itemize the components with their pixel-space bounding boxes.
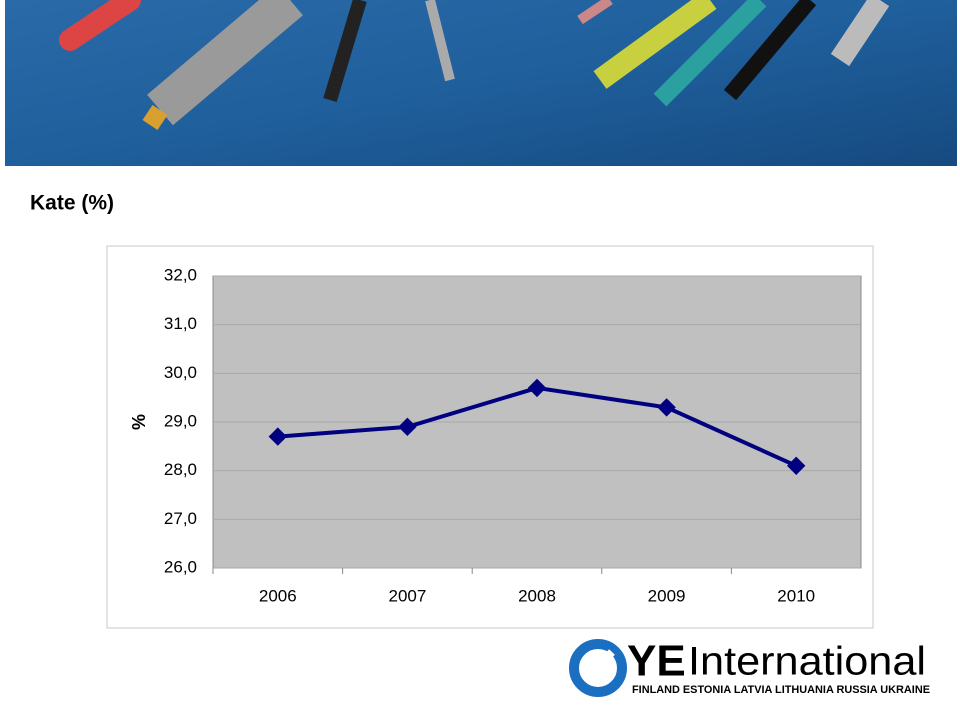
y-tick-label: 32,0 <box>164 265 197 284</box>
y-tick-label: 31,0 <box>164 314 197 333</box>
slide-title: Kate (%) <box>30 192 114 215</box>
marker <box>268 427 287 446</box>
y-tick-label: 29,0 <box>164 411 197 430</box>
y-tick-label: 28,0 <box>164 460 197 479</box>
marker <box>657 398 676 417</box>
logo-brand-bold: YE <box>627 637 686 686</box>
logo-countries: FINLAND ESTONIA LATVIA LITHUANIA RUSSIA … <box>632 684 930 696</box>
x-tick-label: 2006 <box>259 586 297 605</box>
marker <box>398 417 417 437</box>
logo: YE International FINLAND ESTONIA LATVIA … <box>569 637 930 697</box>
marker <box>527 378 547 398</box>
banner <box>5 0 957 166</box>
x-tick-label: 2007 <box>388 586 426 605</box>
x-tick-label: 2009 <box>648 586 686 605</box>
x-tick-label: 2008 <box>518 586 556 605</box>
y-axis-title: % <box>129 414 149 430</box>
marker <box>787 456 806 475</box>
x-tick-label: 2010 <box>777 586 815 605</box>
y-tick-label: 27,0 <box>164 509 197 528</box>
y-tick-label: 30,0 <box>164 363 197 382</box>
y-tick-label: 26,0 <box>164 557 197 576</box>
logo-brand: International <box>688 640 926 684</box>
